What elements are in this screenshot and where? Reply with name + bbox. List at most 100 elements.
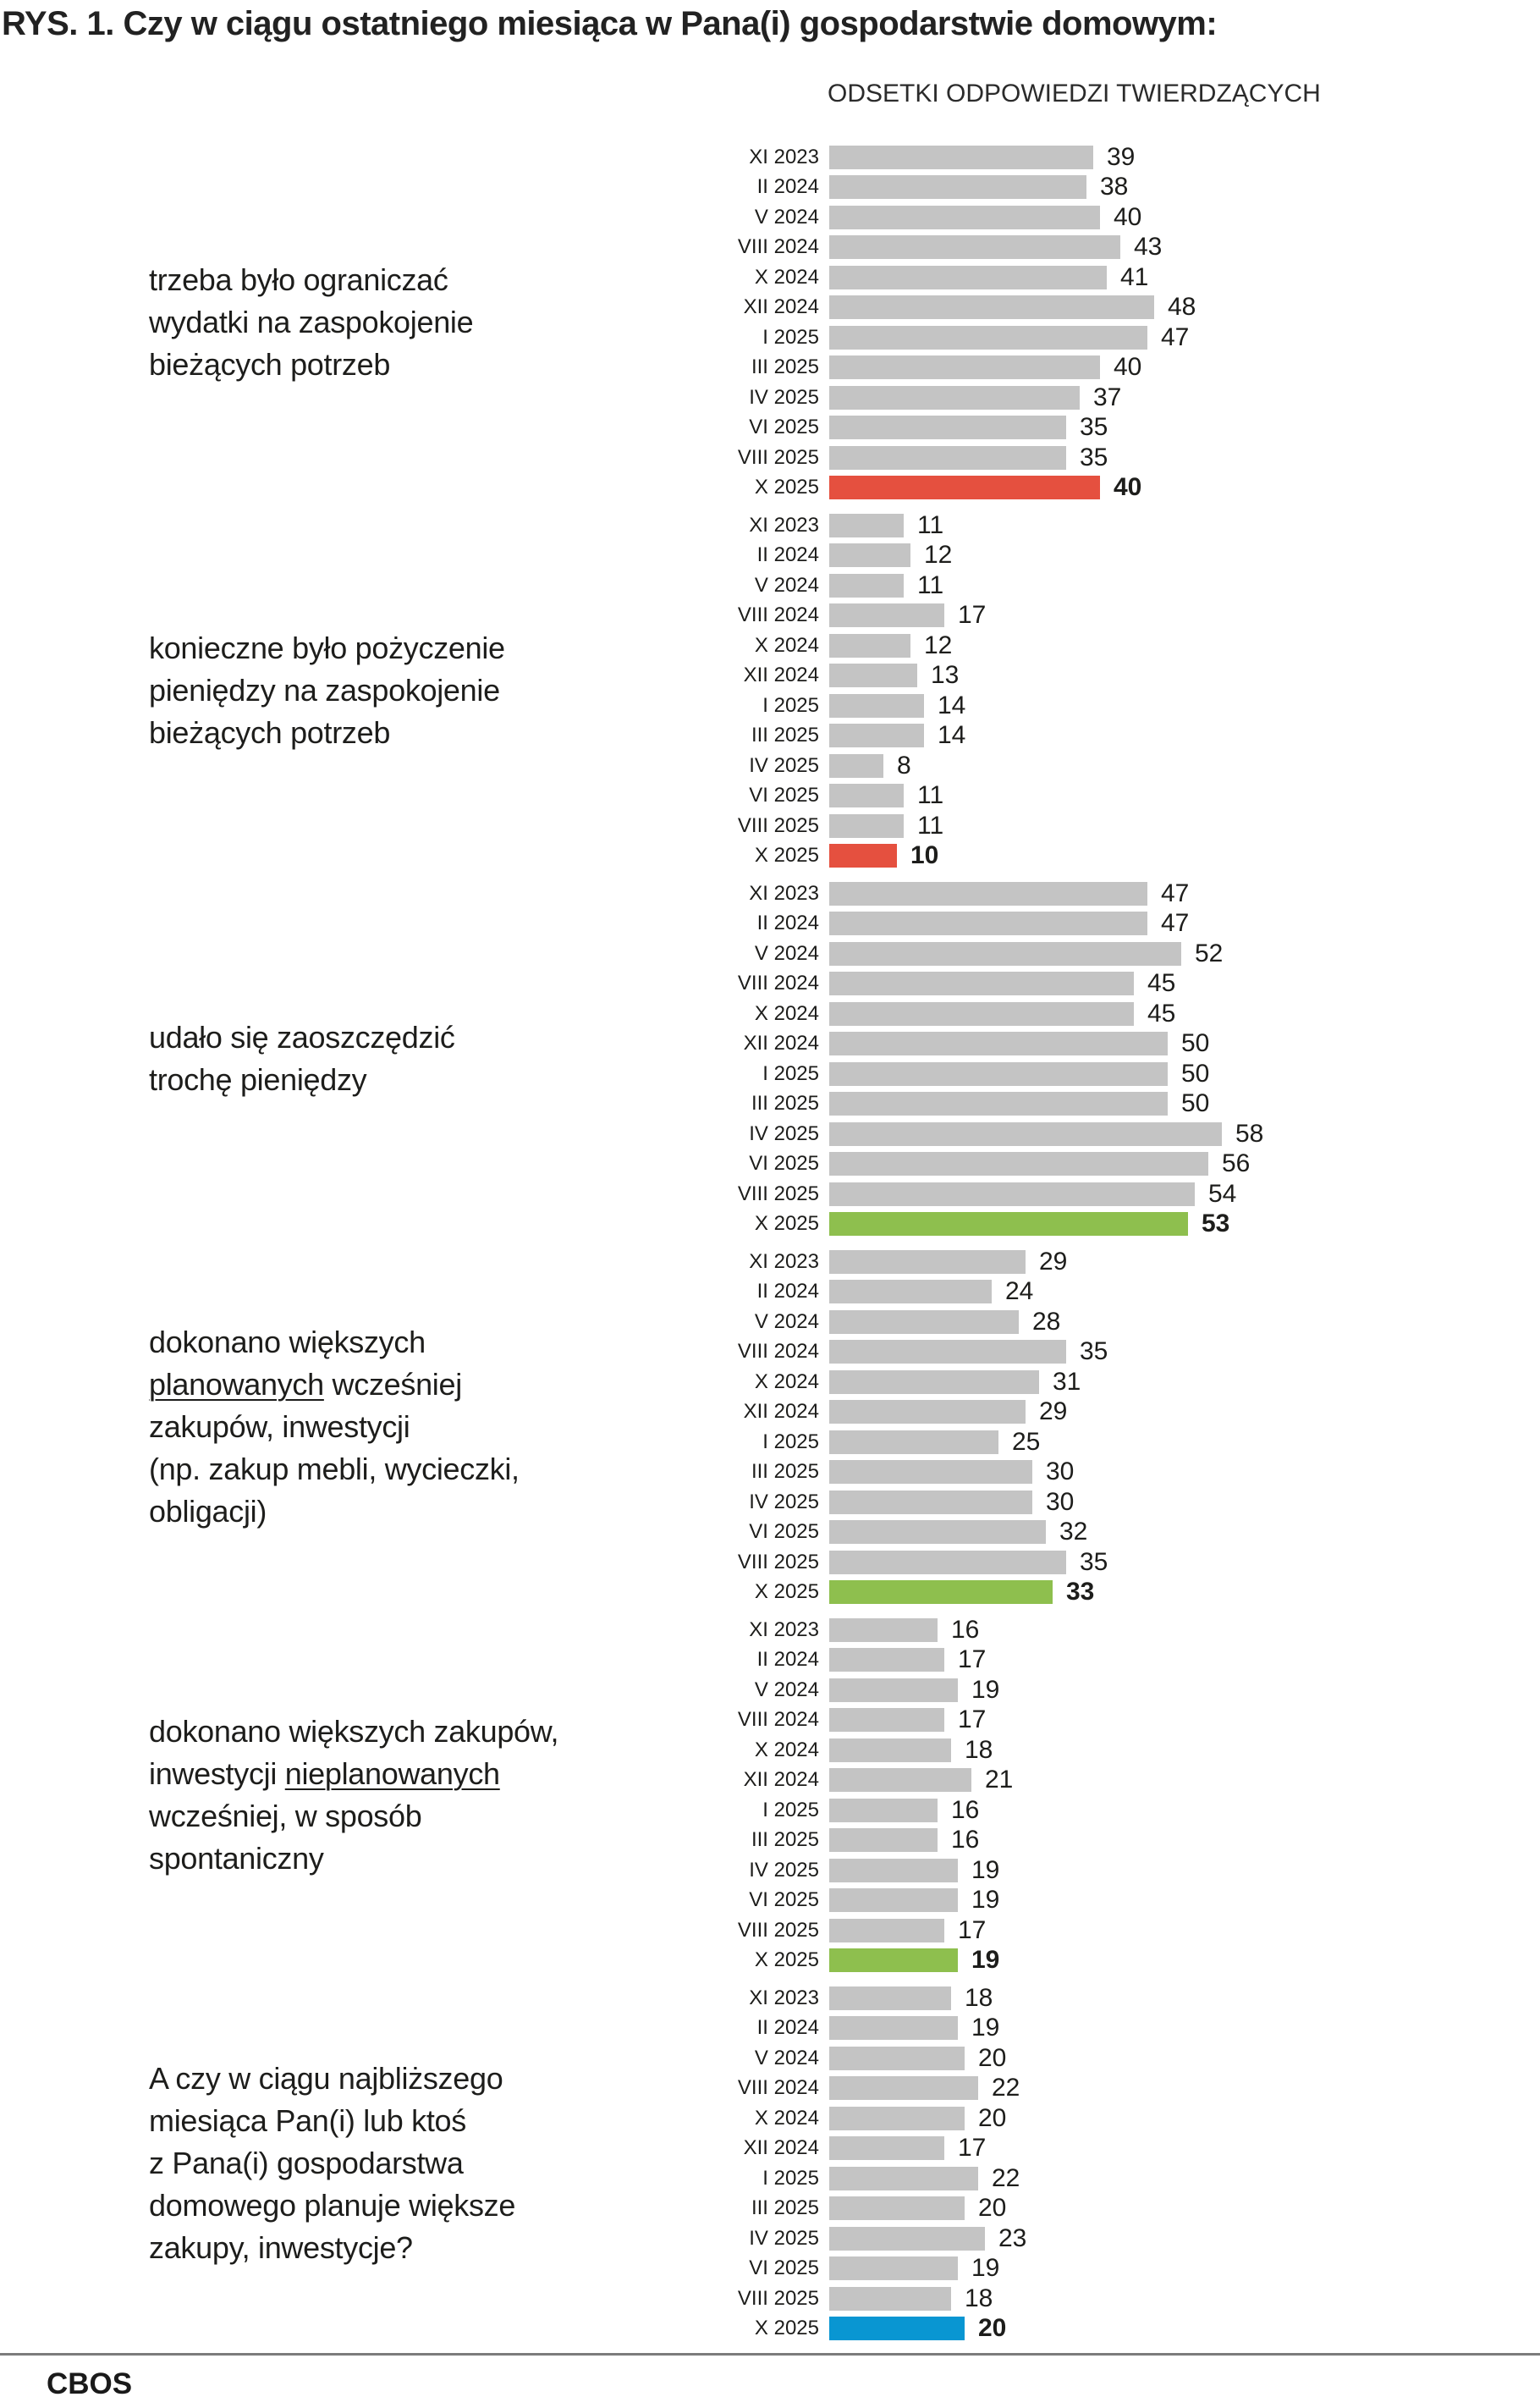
value-label: 40 bbox=[1114, 202, 1142, 231]
bar bbox=[829, 1828, 938, 1853]
value-label: 40 bbox=[1114, 473, 1142, 502]
question-line: zakupów, inwestycji bbox=[149, 1406, 658, 1448]
question-line: bieżących potrzeb bbox=[149, 344, 658, 386]
category-label: I 2025 bbox=[762, 693, 819, 717]
category-label: II 2024 bbox=[756, 912, 819, 935]
bar-row: XI 2023 11 bbox=[658, 510, 1540, 541]
value-label: 35 bbox=[1080, 443, 1108, 471]
bar-row: VIII 2024 17 bbox=[658, 601, 1540, 631]
text-segment: A czy w ciągu najbliższego bbox=[149, 2061, 503, 2096]
value-label: 17 bbox=[958, 1915, 987, 1944]
value-label: 17 bbox=[958, 1645, 987, 1674]
question-line: spontaniczny bbox=[149, 1838, 658, 1880]
bar-row: VIII 2025 54 bbox=[658, 1179, 1540, 1210]
category-label: VIII 2025 bbox=[737, 1918, 819, 1942]
value-label: 14 bbox=[938, 721, 966, 750]
page-title: RYS. 1. Czy w ciągu ostatniego miesiąca … bbox=[2, 5, 1218, 42]
text-segment: inwestycji bbox=[149, 1756, 285, 1791]
value-label: 12 bbox=[924, 541, 953, 570]
category-label: I 2025 bbox=[762, 325, 819, 349]
question-line: bieżących potrzeb bbox=[149, 712, 658, 754]
category-label: V 2024 bbox=[754, 941, 819, 965]
text-segment: bieżących potrzeb bbox=[149, 715, 391, 750]
bar-row: IV 2025 8 bbox=[658, 751, 1540, 781]
bar bbox=[829, 2256, 958, 2281]
category-label: X 2025 bbox=[754, 1948, 819, 1972]
value-label: 10 bbox=[910, 841, 939, 870]
bar-row: IV 2025 37 bbox=[658, 383, 1540, 413]
text-segment: trochę pieniędzy bbox=[149, 1062, 367, 1097]
value-label: 25 bbox=[1012, 1427, 1041, 1456]
text-segment: wcześniej, w sposób bbox=[149, 1799, 422, 1833]
category-label: V 2024 bbox=[754, 2046, 819, 2069]
question-line: wydatki na zaspokojenie bbox=[149, 301, 658, 344]
bar-row: I 2025 25 bbox=[658, 1427, 1540, 1457]
bar bbox=[829, 1768, 971, 1793]
question-group: A czy w ciągu najbliższego miesiąca Pan(i… bbox=[0, 1983, 1540, 2344]
category-label: VIII 2024 bbox=[737, 1340, 819, 1364]
value-label: 22 bbox=[992, 2163, 1020, 2192]
bar bbox=[829, 1249, 1026, 1274]
category-label: IV 2025 bbox=[749, 1858, 819, 1882]
value-label: 54 bbox=[1208, 1179, 1237, 1208]
bar bbox=[829, 1678, 958, 1702]
text-segment: dokonano większych bbox=[149, 1325, 426, 1359]
bar bbox=[829, 1617, 938, 1642]
bar bbox=[829, 1340, 1066, 1364]
bar-row: XII 2024 21 bbox=[658, 1766, 1540, 1796]
category-label: XII 2024 bbox=[743, 295, 819, 319]
bar bbox=[829, 844, 897, 868]
category-label: XII 2024 bbox=[743, 1032, 819, 1055]
value-label: 52 bbox=[1195, 939, 1224, 967]
value-label: 19 bbox=[971, 1886, 1000, 1915]
bar bbox=[829, 1309, 1019, 1334]
value-label: 17 bbox=[958, 1705, 987, 1734]
bar-row: X 2025 19 bbox=[658, 1946, 1540, 1976]
value-label: 35 bbox=[1080, 1337, 1108, 1366]
category-label: III 2025 bbox=[751, 2196, 819, 2220]
bar-row: II 2024 19 bbox=[658, 2014, 1540, 2044]
category-label: III 2025 bbox=[751, 355, 819, 379]
bar-row: I 2025 50 bbox=[658, 1059, 1540, 1089]
category-label: XII 2024 bbox=[743, 2136, 819, 2160]
value-label: 40 bbox=[1114, 353, 1142, 382]
bar bbox=[829, 416, 1066, 440]
value-label: 47 bbox=[1161, 879, 1190, 907]
question-line: (np. zakup mebli, wycieczki, bbox=[149, 1448, 658, 1491]
value-label: 18 bbox=[965, 1983, 993, 2012]
category-label: II 2024 bbox=[756, 543, 819, 567]
category-label: II 2024 bbox=[756, 1280, 819, 1303]
category-label: II 2024 bbox=[756, 1648, 819, 1672]
category-label: VIII 2024 bbox=[737, 603, 819, 627]
value-label: 24 bbox=[1005, 1277, 1034, 1306]
text-segment: z Pana(i) gospodarstwa bbox=[149, 2146, 464, 2180]
bar bbox=[829, 1369, 1039, 1394]
value-label: 47 bbox=[1161, 322, 1190, 351]
category-label: III 2025 bbox=[751, 724, 819, 747]
bar-row: VIII 2025 35 bbox=[658, 443, 1540, 473]
bar bbox=[829, 476, 1100, 500]
question-line: udało się zaoszczędzić bbox=[149, 1017, 658, 1059]
value-label: 16 bbox=[951, 1615, 980, 1644]
text-segment: konieczne było pożyczenie bbox=[149, 631, 505, 665]
question-line: trochę pieniędzy bbox=[149, 1059, 658, 1101]
question-line: planowanych wcześniej bbox=[149, 1364, 658, 1406]
bar bbox=[829, 2166, 978, 2190]
bar-row: VIII 2024 22 bbox=[658, 2074, 1540, 2104]
text-segment: udało się zaoszczędzić bbox=[149, 1020, 455, 1055]
text-segment: obligacji) bbox=[149, 1494, 267, 1529]
value-label: 19 bbox=[971, 1946, 1000, 1975]
question-label: konieczne było pożyczenie pieniędzy na za… bbox=[0, 510, 658, 871]
bar-row: IV 2025 30 bbox=[658, 1487, 1540, 1518]
bar bbox=[829, 1430, 998, 1454]
category-label: VIII 2024 bbox=[737, 2076, 819, 2100]
bar-row: II 2024 12 bbox=[658, 541, 1540, 571]
bar bbox=[829, 724, 924, 748]
category-label: III 2025 bbox=[751, 1092, 819, 1116]
category-label: VIII 2024 bbox=[737, 972, 819, 995]
value-label: 58 bbox=[1235, 1119, 1264, 1148]
value-label: 45 bbox=[1147, 969, 1176, 998]
bar bbox=[829, 1798, 938, 1822]
bar-row: VI 2025 35 bbox=[658, 413, 1540, 444]
category-label: VIII 2024 bbox=[737, 235, 819, 259]
